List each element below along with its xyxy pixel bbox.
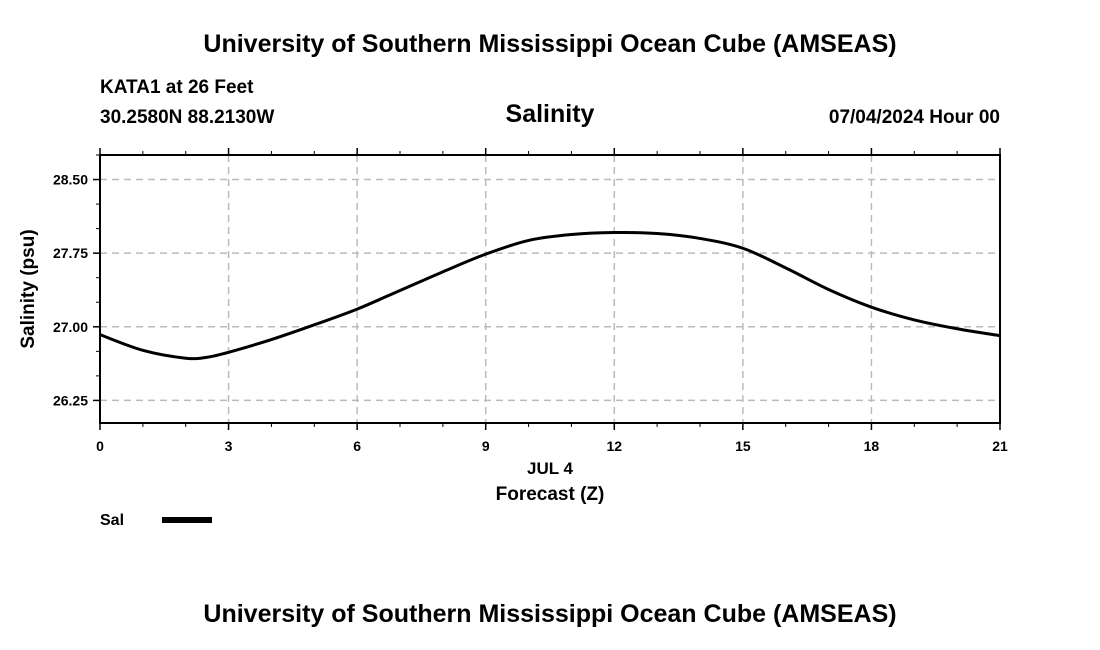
chart-grid <box>100 155 1000 423</box>
x-tick-label: 6 <box>353 438 361 454</box>
forecast-datetime: 07/04/2024 Hour 00 <box>828 107 1000 128</box>
y-tick-label: 27.00 <box>53 319 88 335</box>
x-tick-label: 3 <box>225 438 233 454</box>
bottom-title: University of Southern Mississippi Ocean… <box>203 600 897 628</box>
chart-tick-labels: 0 3 6 9 12 15 18 21 26.25 27.00 27.75 28.50 <box>53 172 1008 454</box>
station-coordinates: 30.2580N 88.2130W <box>100 107 275 128</box>
station-label: KATA1 at 26 Feet <box>100 77 254 98</box>
plot-frame <box>99 154 1001 424</box>
legend-label: Sal <box>100 512 124 529</box>
x-tick-label: 18 <box>864 438 880 454</box>
x-tick-label: 15 <box>735 438 751 454</box>
x-tick-label: 21 <box>992 438 1008 454</box>
salinity-line <box>99 230 1001 361</box>
top-title: University of Southern Mississippi Ocean… <box>203 30 897 58</box>
x-tick-label: 12 <box>606 438 622 454</box>
x-axis-label: Forecast (Z) <box>496 484 605 505</box>
y-tick-label: 26.25 <box>53 392 88 408</box>
y-axis-label: Salinity (psu) <box>18 229 39 348</box>
y-tick-label: 27.75 <box>53 245 88 261</box>
x-axis-sublabel: JUL 4 <box>527 459 574 478</box>
y-tick-label: 28.50 <box>53 172 88 188</box>
x-tick-label: 9 <box>482 438 490 454</box>
x-tick-label: 0 <box>96 438 104 454</box>
chart-title: Salinity <box>505 100 595 128</box>
